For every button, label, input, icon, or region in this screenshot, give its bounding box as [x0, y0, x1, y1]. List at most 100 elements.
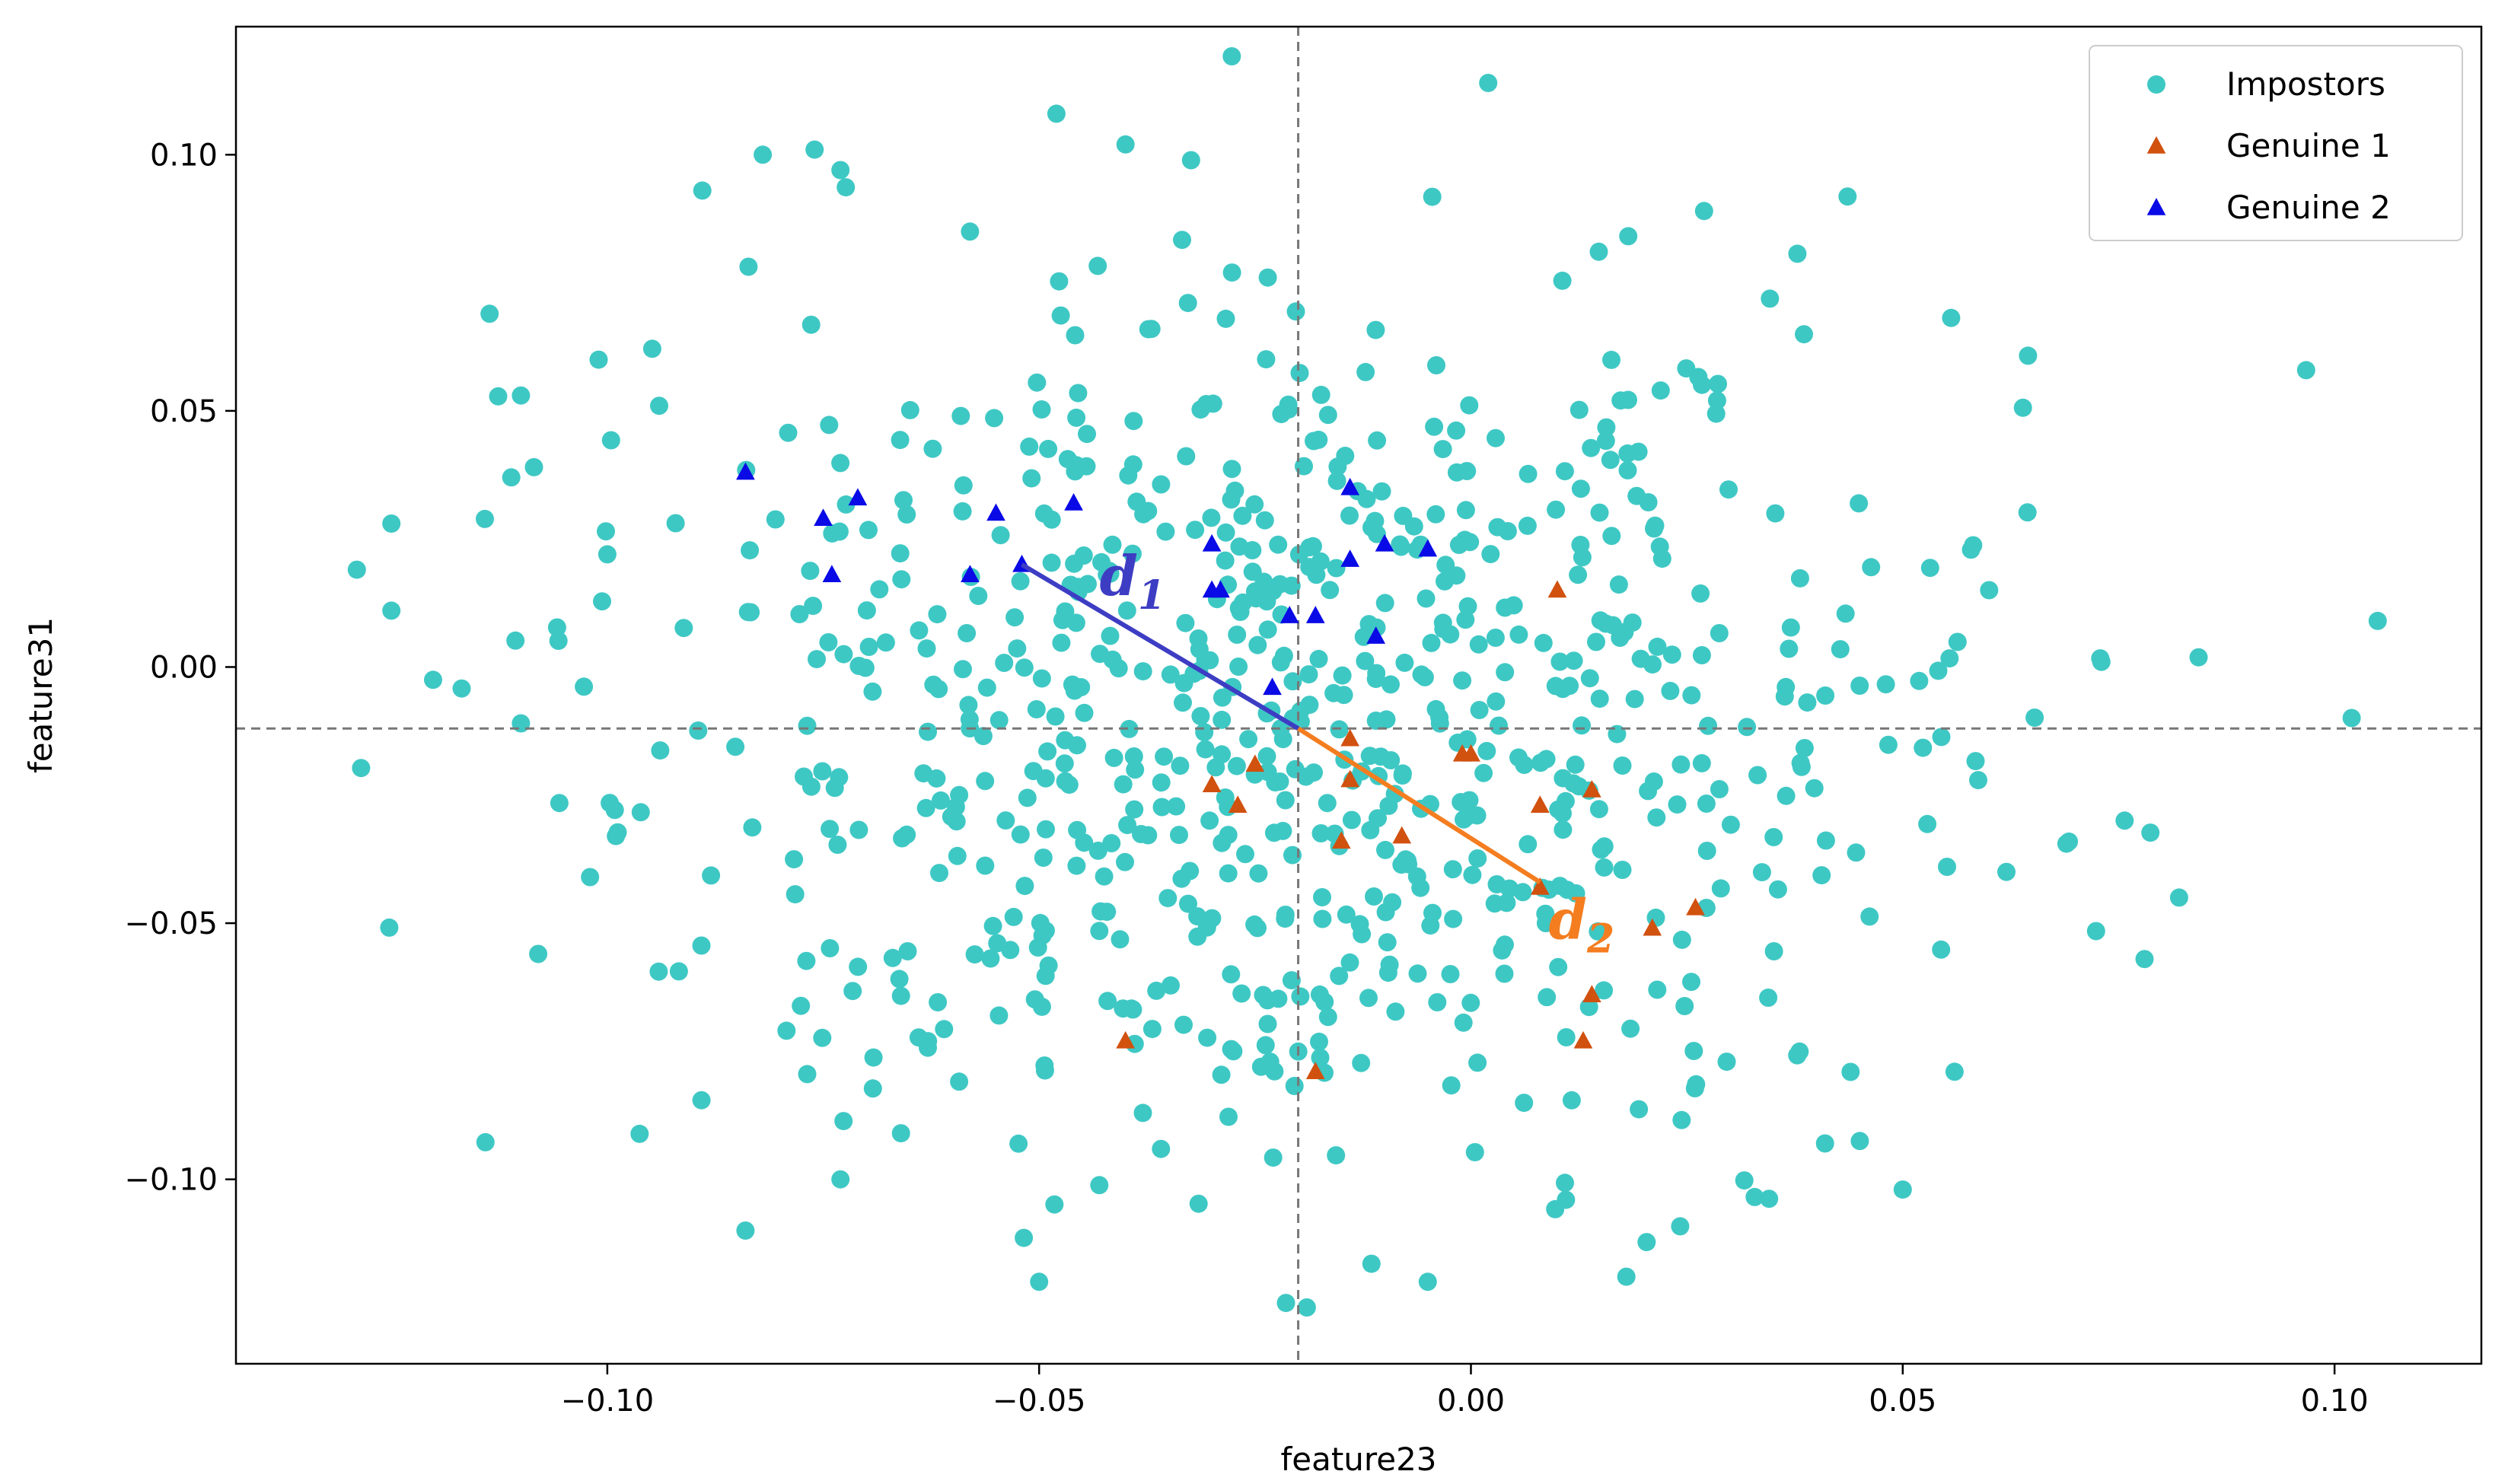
impostor-point — [547, 618, 566, 637]
impostor-point — [1519, 835, 1538, 854]
impostor-point — [1304, 537, 1322, 556]
impostor-point — [1613, 861, 1632, 879]
impostor-point — [798, 716, 817, 735]
impostor-point — [506, 631, 525, 650]
impostor-point — [1430, 708, 1449, 727]
impostor-point — [1179, 894, 1197, 913]
impostor-point — [1315, 992, 1334, 1011]
impostor-point — [1692, 646, 1711, 664]
genuine-1-point — [1116, 1030, 1136, 1049]
impostor-point — [1418, 1272, 1437, 1291]
impostor-point — [1340, 506, 1359, 525]
impostor-point — [1297, 1298, 1316, 1317]
impostor-point — [1328, 457, 1347, 476]
impostor-point — [1687, 1075, 1706, 1094]
impostor-point — [649, 962, 668, 981]
impostor-point — [1004, 907, 1023, 926]
impostor-point — [801, 315, 821, 334]
x-tick-label: −0.10 — [561, 1384, 655, 1419]
impostor-point — [989, 711, 1009, 730]
impostor-point — [1025, 990, 1044, 1009]
impostor-point — [820, 416, 839, 435]
impostor-point — [1111, 930, 1130, 949]
impostor-point — [1463, 865, 1482, 884]
impostor-point — [1340, 953, 1359, 972]
impostor-point — [929, 993, 948, 1011]
impostor-point — [894, 491, 913, 510]
impostor-point — [950, 1072, 969, 1091]
genuine-1-point — [1340, 728, 1360, 747]
impostor-point — [1152, 773, 1171, 792]
impostor-point — [1562, 1091, 1581, 1110]
impostor-point — [892, 570, 911, 589]
impostor-point — [958, 624, 977, 642]
impostor-point — [1324, 683, 1343, 702]
impostor-point — [1009, 1134, 1028, 1153]
impostor-point — [919, 722, 937, 741]
impostor-point — [1591, 611, 1610, 630]
impostor-point — [1573, 716, 1591, 735]
impostor-point — [1276, 1294, 1295, 1313]
impostor-point — [382, 514, 401, 533]
impostor-point — [831, 161, 850, 180]
impostor-point — [693, 181, 712, 200]
genuine-1-point — [1582, 780, 1601, 798]
impostor-point — [1255, 511, 1274, 530]
legend-marker-genuine-1 — [2146, 136, 2166, 154]
impostor-point — [1648, 980, 1667, 999]
impostor-point — [1487, 692, 1506, 711]
impostor-point — [930, 864, 948, 883]
impostor-point — [976, 772, 995, 791]
impostor-point — [1158, 889, 1178, 908]
impostor-point — [1458, 462, 1477, 480]
impostor-point — [1415, 667, 1434, 686]
impostor-point — [1036, 967, 1055, 986]
impostor-point — [1932, 940, 1951, 959]
impostor-point — [689, 721, 708, 740]
impostor-point — [2018, 503, 2037, 522]
impostor-point — [1672, 1110, 1691, 1129]
impostor-point — [1042, 553, 1061, 572]
impostor-point — [954, 660, 972, 679]
impostor-point — [1229, 658, 1248, 676]
impostor-point — [1707, 404, 1726, 423]
impostor-point — [1488, 517, 1507, 537]
impostor-point — [821, 820, 840, 839]
distance-line-d2 — [1296, 726, 1541, 884]
impostor-point — [1104, 748, 1123, 767]
impostor-point — [593, 592, 611, 611]
impostor-point — [870, 580, 889, 599]
impostor-point — [1375, 594, 1394, 613]
impostor-point — [1571, 536, 1590, 554]
impostor-point — [1707, 391, 1726, 410]
impostor-point — [819, 633, 838, 651]
impostor-point — [1197, 918, 1216, 937]
impostor-point — [1815, 1134, 1834, 1153]
impostor-point — [1651, 381, 1670, 400]
impostor-point — [1710, 780, 1729, 798]
impostor-point — [630, 1124, 649, 1143]
impostor-point — [1245, 495, 1264, 514]
impostor-point — [380, 918, 399, 937]
impostor-point — [1197, 395, 1216, 413]
impostor-point — [674, 619, 693, 638]
impostor-point — [1090, 1176, 1109, 1195]
impostor-point — [598, 545, 617, 564]
annotation-d1: d1 — [1100, 543, 1166, 619]
impostor-point — [1290, 364, 1309, 383]
impostor-point — [1534, 633, 1553, 652]
impostor-point — [1966, 752, 1985, 771]
impostor-point — [1555, 462, 1574, 481]
impostor-point — [1648, 637, 1667, 656]
impostor-point — [1761, 289, 1780, 308]
impostor-point — [1174, 1015, 1193, 1034]
impostor-point — [1200, 651, 1219, 670]
impostor-point — [834, 1112, 853, 1131]
impostor-point — [1318, 1008, 1337, 1027]
impostor-point — [1124, 412, 1143, 431]
impostor-point — [1538, 988, 1557, 1007]
genuine-2-point — [1375, 533, 1394, 552]
impostor-point — [1291, 987, 1310, 1006]
impostor-point — [1427, 356, 1445, 374]
impostor-point — [1123, 544, 1142, 563]
